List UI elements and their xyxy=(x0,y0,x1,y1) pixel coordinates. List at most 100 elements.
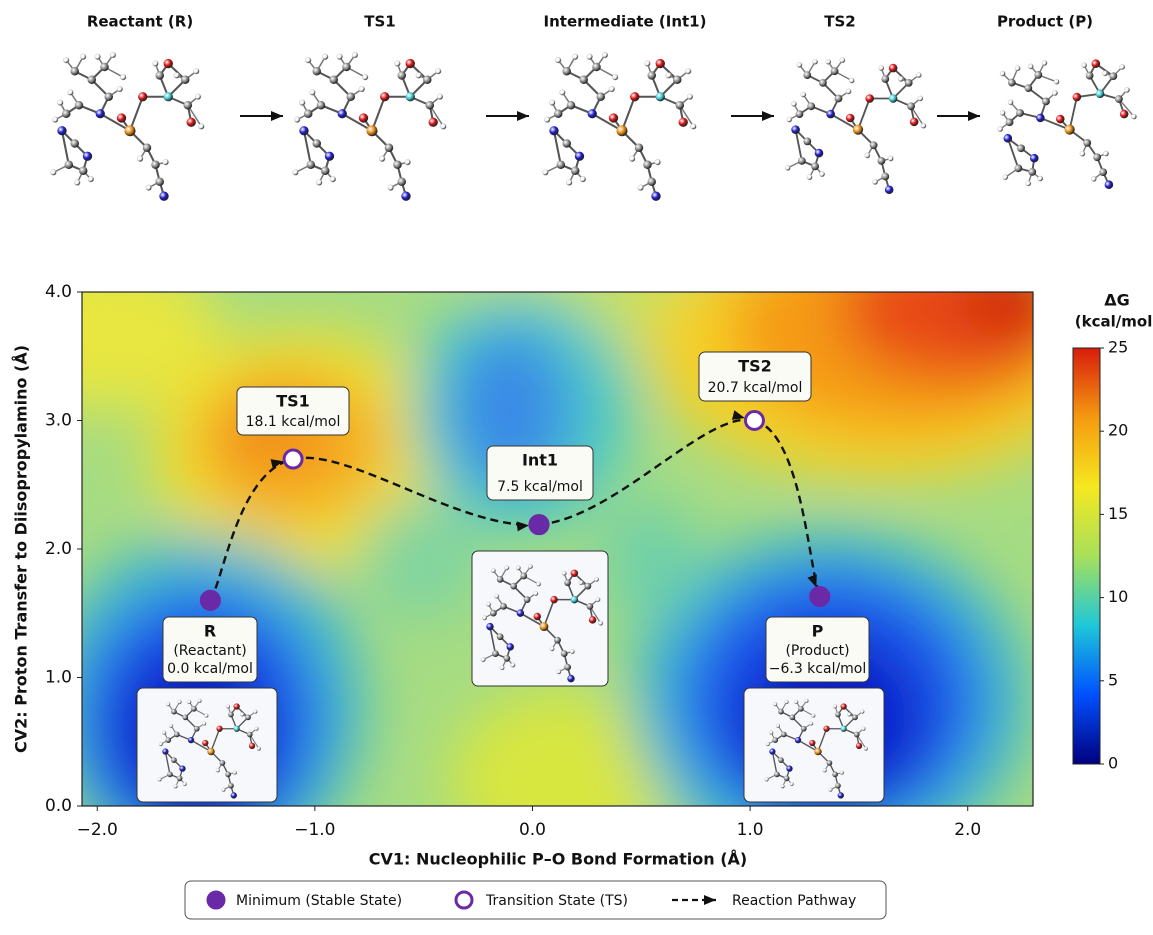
atom xyxy=(1005,118,1014,127)
colorbar xyxy=(1072,347,1101,765)
atom xyxy=(219,760,226,766)
atom xyxy=(772,737,779,743)
atom xyxy=(533,612,541,621)
atom xyxy=(845,113,855,123)
atom xyxy=(794,699,799,705)
molecule xyxy=(292,51,447,201)
atom xyxy=(165,737,172,743)
reaction-pathway xyxy=(754,419,821,597)
bond xyxy=(830,113,859,131)
atom xyxy=(601,51,609,59)
atom xyxy=(803,137,812,146)
bond xyxy=(99,112,131,132)
atom xyxy=(225,771,231,778)
atom xyxy=(1024,84,1033,93)
atom xyxy=(823,725,830,732)
colorbar-tick-label: 10 xyxy=(1108,587,1128,606)
atom xyxy=(1028,167,1037,176)
atom xyxy=(306,160,316,169)
atom xyxy=(346,92,355,101)
atom xyxy=(629,155,636,162)
atom xyxy=(608,113,619,123)
atom xyxy=(496,576,504,583)
atom xyxy=(116,85,123,93)
atom xyxy=(594,576,600,582)
atom xyxy=(520,572,528,580)
atom xyxy=(87,176,95,183)
atom xyxy=(786,765,793,772)
atom xyxy=(825,58,832,65)
atom xyxy=(490,568,496,574)
atom xyxy=(405,58,415,69)
atom xyxy=(510,662,516,668)
atom xyxy=(1055,114,1065,124)
bond xyxy=(519,612,545,628)
atom xyxy=(387,184,394,191)
atom xyxy=(500,603,507,610)
atom xyxy=(837,792,844,799)
atom xyxy=(312,67,321,76)
state-energy: 18.1 kcal/mol xyxy=(246,414,341,430)
atom xyxy=(1085,71,1094,80)
atom xyxy=(917,95,924,102)
bond xyxy=(621,96,636,132)
reaction-pathway xyxy=(538,410,755,526)
atom xyxy=(1053,78,1060,85)
molecule xyxy=(480,564,604,683)
atom xyxy=(155,177,164,186)
structure-title: TS1 xyxy=(364,13,395,31)
atom xyxy=(549,646,555,652)
atom xyxy=(181,75,190,84)
atom xyxy=(80,53,87,60)
atom xyxy=(228,782,234,789)
atom xyxy=(1016,109,1024,117)
atom xyxy=(309,89,316,96)
atom xyxy=(560,650,568,657)
atom xyxy=(1095,89,1105,99)
atom xyxy=(167,771,173,778)
atom xyxy=(791,101,797,107)
atom xyxy=(651,191,661,201)
atom xyxy=(839,770,845,775)
colorbar-tick-label: 15 xyxy=(1108,504,1128,523)
atom xyxy=(778,708,784,715)
atom xyxy=(171,757,177,763)
atom xyxy=(797,157,806,165)
atom xyxy=(494,593,500,599)
heatmap-blob xyxy=(450,690,670,806)
atom xyxy=(848,77,855,84)
atom xyxy=(780,784,785,789)
atom xyxy=(436,93,444,100)
atom xyxy=(904,79,913,87)
minimum-marker xyxy=(528,513,550,536)
atom xyxy=(550,595,558,604)
atom xyxy=(863,746,868,751)
atom xyxy=(853,731,860,738)
atom xyxy=(1104,180,1114,190)
legend-label: Reaction Pathway xyxy=(732,893,856,909)
atom xyxy=(57,99,64,106)
atom xyxy=(999,70,1006,77)
atom xyxy=(163,92,173,102)
atom xyxy=(294,116,301,123)
atom xyxy=(586,603,594,610)
atom xyxy=(685,68,692,75)
atom xyxy=(1052,90,1058,96)
atom xyxy=(840,703,847,710)
atom xyxy=(226,704,231,709)
bond xyxy=(1068,96,1078,130)
atom xyxy=(860,709,865,714)
atom xyxy=(920,122,927,129)
y-tick-label: 2.0 xyxy=(45,539,72,559)
atom xyxy=(182,714,189,721)
atom xyxy=(516,609,525,617)
atom xyxy=(393,160,402,169)
atom xyxy=(504,565,510,571)
state-label-box xyxy=(162,616,258,683)
atom xyxy=(686,93,694,100)
atom xyxy=(783,775,790,782)
atom xyxy=(579,176,587,183)
atom xyxy=(832,771,838,778)
atom xyxy=(789,781,794,787)
atom xyxy=(1081,62,1088,69)
